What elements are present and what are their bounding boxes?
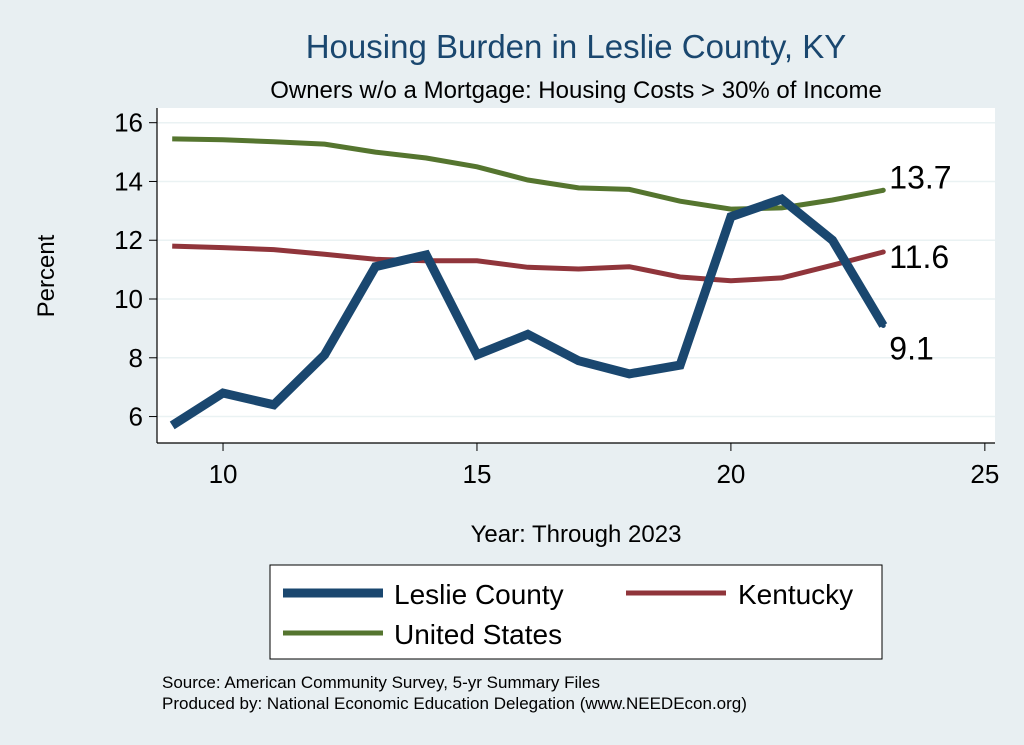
legend-box [269, 564, 883, 660]
legend: Leslie County Kentucky United States [269, 564, 883, 660]
series-endpoint-united-states [880, 187, 886, 193]
x-tick-label-15: 15 [463, 459, 492, 489]
y-tick-label-8: 8 [129, 343, 143, 373]
chart-subtitle: Owners w/o a Mortgage: Housing Costs > 3… [270, 77, 882, 104]
y-tick-label-6: 6 [129, 402, 143, 432]
x-ticks: 10 15 20 25 [209, 443, 999, 489]
x-tick-label-25: 25 [970, 459, 999, 489]
series-endpoint-leslie-county [880, 322, 886, 328]
axes [156, 108, 995, 444]
series-line-kentucky [172, 243, 884, 284]
end-labels: 9.1 11.6 13.7 [889, 159, 951, 366]
y-tick-label-16: 16 [114, 108, 143, 138]
y-tick-label-12: 12 [114, 225, 143, 255]
x-tick-label-20: 20 [716, 459, 745, 489]
end-label-united-states: 13.7 [889, 159, 951, 195]
end-label-leslie-county: 9.1 [889, 330, 933, 366]
y-ticks: 6 8 10 12 14 16 [114, 108, 157, 432]
legend-label-leslie-county: Leslie County [394, 579, 564, 610]
x-axis-label: Year: Through 2023 [471, 521, 682, 548]
legend-label-kentucky: Kentucky [738, 579, 853, 610]
legend-label-united-states: United States [394, 619, 562, 650]
produced-by-note: Produced by: National Economic Education… [162, 694, 747, 713]
end-label-kentucky: 11.6 [889, 239, 949, 275]
y-tick-label-10: 10 [114, 284, 143, 314]
y-tick-label-14: 14 [114, 166, 143, 196]
source-note: Source: American Community Survey, 5-yr … [162, 673, 600, 692]
series-endpoint-kentucky [880, 249, 886, 255]
x-tick-label-10: 10 [209, 459, 238, 489]
series-line-leslie-county [169, 194, 888, 430]
chart-title: Housing Burden in Leslie County, KY [306, 28, 847, 65]
series-lines [169, 136, 888, 430]
y-axis-label: Percent [33, 234, 60, 317]
